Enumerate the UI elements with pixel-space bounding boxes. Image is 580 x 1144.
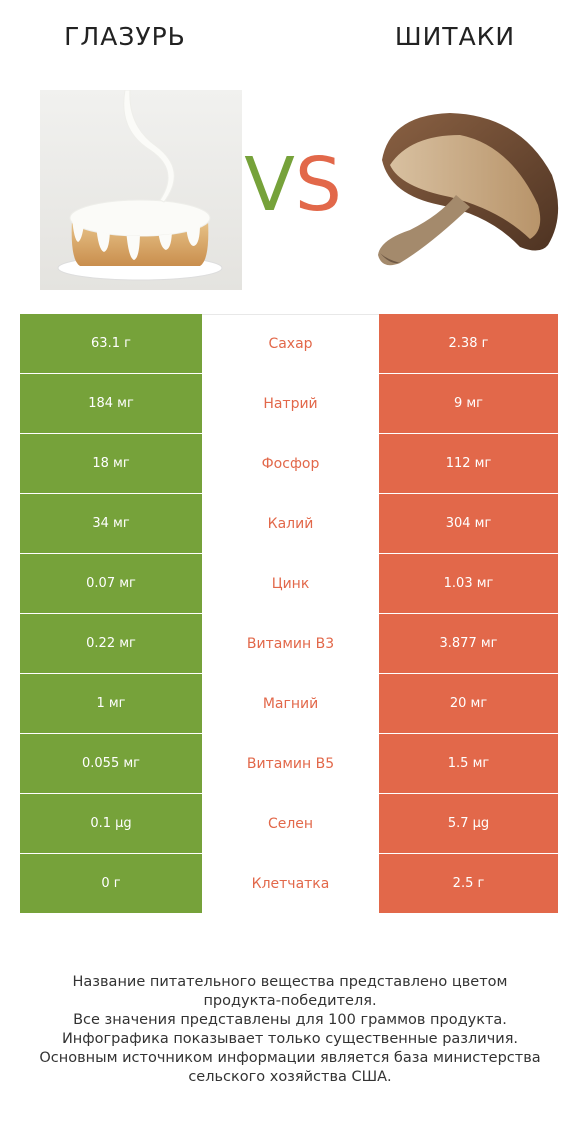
nutrient-name: Натрий <box>202 374 379 434</box>
comparison-table: 63.1 г Сахар 2.38 г 184 мг Натрий 9 мг 18 мг Фо… <box>20 314 558 914</box>
right-value: 3.877 мг <box>379 614 558 674</box>
footer-line: Название питательного вещества представл… <box>72 974 508 990</box>
nutrient-name: Цинк <box>202 554 379 614</box>
vs-label: VS <box>244 142 342 228</box>
table-row: 0.22 мг Витамин B3 3.877 мг <box>20 614 558 674</box>
left-value: 34 мг <box>20 494 202 554</box>
left-value: 0 г <box>20 854 202 914</box>
right-value: 9 мг <box>379 374 558 434</box>
footer-line: продукта-победителя. <box>203 993 377 1009</box>
nutrient-name: Фосфор <box>202 434 379 494</box>
left-value: 63.1 г <box>20 314 202 374</box>
nutrient-name: Селен <box>202 794 379 854</box>
left-product-title: ГЛАЗУРЬ <box>64 22 186 51</box>
right-value: 20 мг <box>379 674 558 734</box>
nutrient-name: Витамин B3 <box>202 614 379 674</box>
footer-notes: Название питательного вещества представл… <box>10 973 570 1087</box>
right-value: 112 мг <box>379 434 558 494</box>
table-row: 0.055 мг Витамин B5 1.5 мг <box>20 734 558 794</box>
nutrient-name: Клетчатка <box>202 854 379 914</box>
right-value: 2.38 г <box>379 314 558 374</box>
right-value: 304 мг <box>379 494 558 554</box>
left-value: 0.07 мг <box>20 554 202 614</box>
left-value: 1 мг <box>20 674 202 734</box>
table-row: 63.1 г Сахар 2.38 г <box>20 314 558 374</box>
left-value: 18 мг <box>20 434 202 494</box>
footer-line: сельского хозяйства США. <box>188 1069 392 1085</box>
right-value: 5.7 µg <box>379 794 558 854</box>
table-row: 184 мг Натрий 9 мг <box>20 374 558 434</box>
left-value: 0.1 µg <box>20 794 202 854</box>
left-value: 184 мг <box>20 374 202 434</box>
right-product-title: ШИТАКИ <box>394 22 516 51</box>
footer-line: Инфографика показывает только существенн… <box>61 1031 519 1047</box>
table-row: 18 мг Фосфор 112 мг <box>20 434 558 494</box>
right-value: 1.5 мг <box>379 734 558 794</box>
table-row: 0.07 мг Цинк 1.03 мг <box>20 554 558 614</box>
nutrient-name: Витамин B5 <box>202 734 379 794</box>
glaze-cake-image <box>40 89 242 290</box>
right-value: 1.03 мг <box>379 554 558 614</box>
nutrient-name: Магний <box>202 674 379 734</box>
right-value: 2.5 г <box>379 854 558 914</box>
table-row: 0 г Клетчатка 2.5 г <box>20 854 558 914</box>
nutrient-name: Калий <box>202 494 379 554</box>
table-row: 1 мг Магний 20 мг <box>20 674 558 734</box>
nutrient-name: Сахар <box>202 314 379 374</box>
table-row: 0.1 µg Селен 5.7 µg <box>20 794 558 854</box>
left-value: 0.22 мг <box>20 614 202 674</box>
left-value: 0.055 мг <box>20 734 202 794</box>
table-row: 34 мг Калий 304 мг <box>20 494 558 554</box>
footer-line: Основным источником информации является … <box>39 1050 541 1066</box>
footer-line: Все значения представлены для 100 граммо… <box>73 1012 507 1028</box>
shiitake-mushroom-image <box>370 105 565 280</box>
